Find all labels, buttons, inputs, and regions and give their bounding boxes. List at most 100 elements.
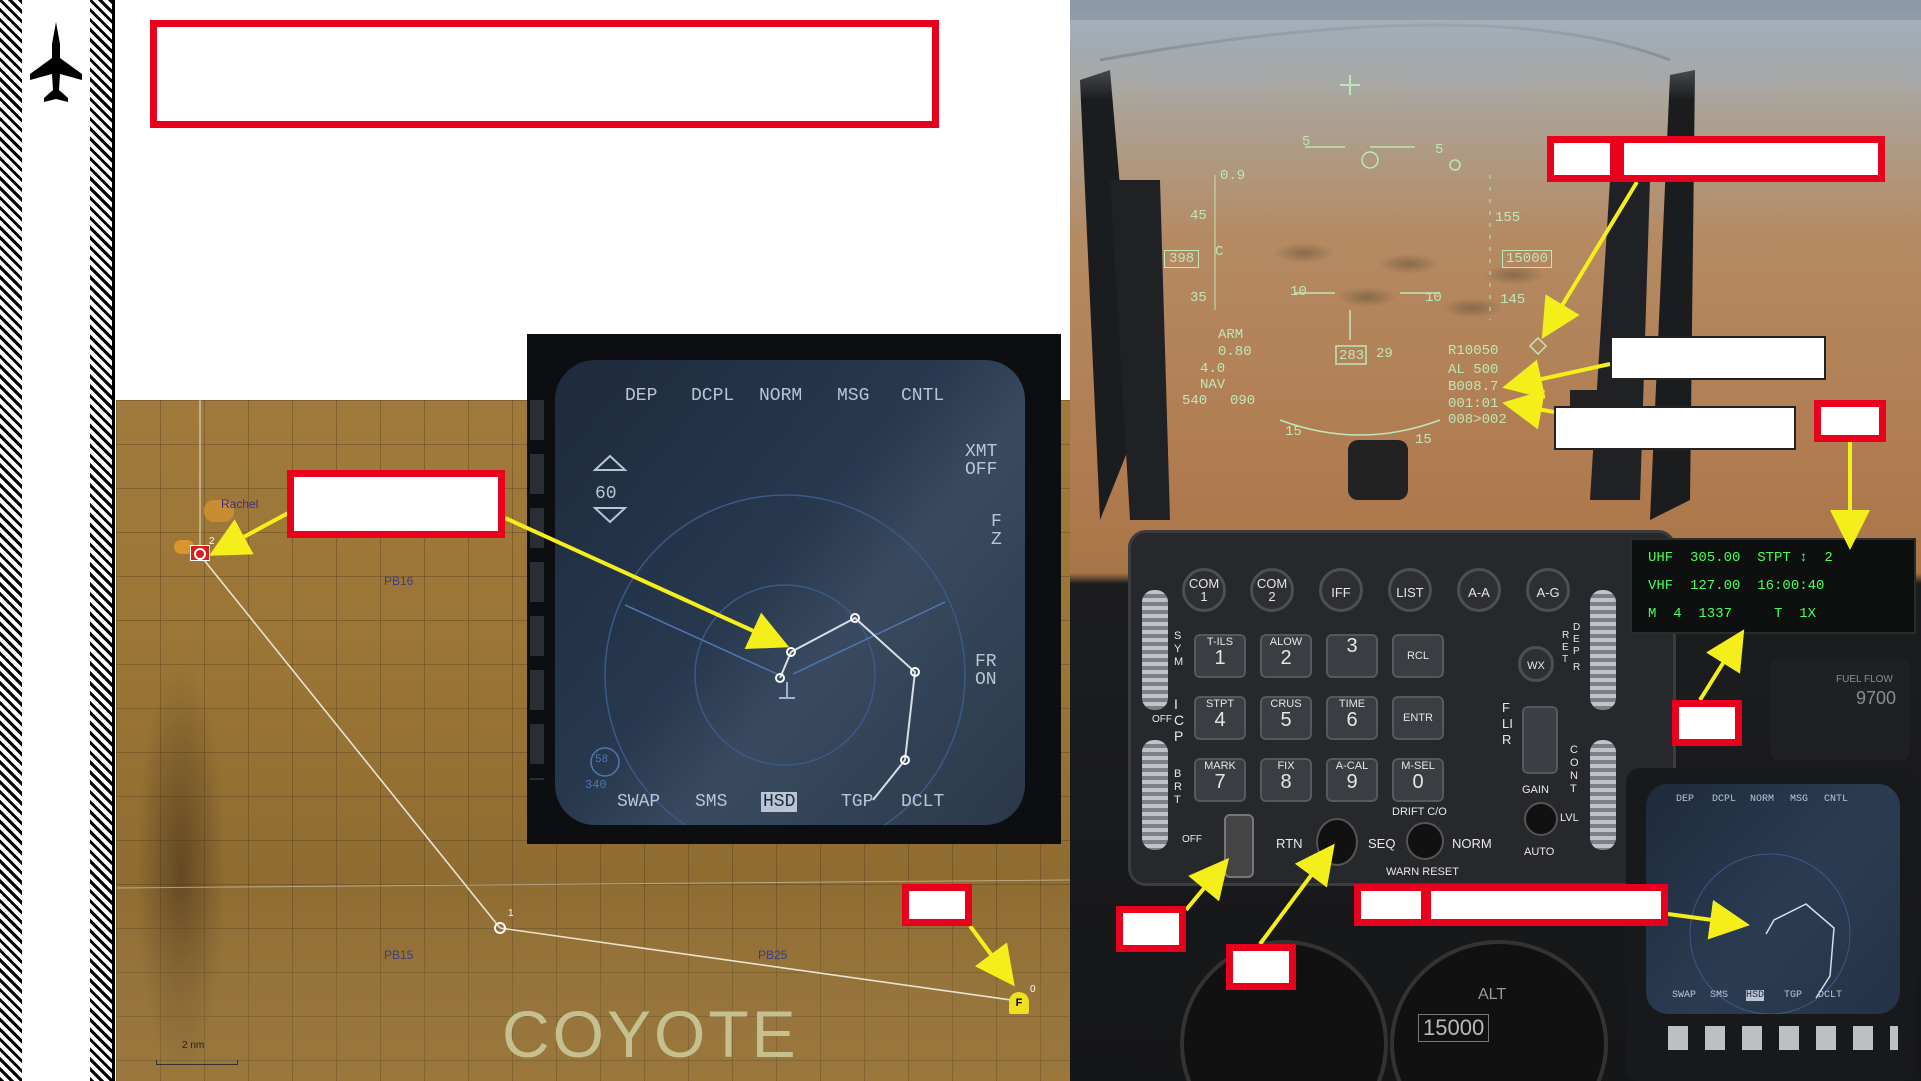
icp-btn-ag[interactable]: A-G (1526, 568, 1570, 612)
waypoint-0-letter: F (1015, 997, 1023, 1009)
hud-fifteen-right: 15 (1415, 432, 1432, 448)
icp-key-0-num: 0 (1412, 771, 1424, 793)
icp-key-2[interactable]: ALOW 2 (1260, 634, 1312, 678)
icp-key-5[interactable]: CRUS 5 (1260, 696, 1312, 740)
hud-b008: B008.7 (1448, 379, 1499, 395)
icp-label-brt: BRT (1174, 768, 1182, 806)
mini-mfd-osb-msg[interactable]: MSG (1790, 794, 1809, 805)
icp-label-auto: AUTO (1524, 846, 1555, 858)
icp-label-norm: NORM (1452, 836, 1492, 851)
mini-hsd (1689, 853, 1851, 1014)
icp-btn-com1[interactable]: COM 1 (1182, 568, 1226, 612)
mfd-osb-dcpl[interactable]: DCPL (691, 386, 735, 406)
mfd-heading-bottom: 340 (585, 778, 607, 792)
icp-left-wheel[interactable] (1142, 590, 1168, 710)
altimeter-readout: 15000 (1418, 1014, 1490, 1042)
icp-key-8[interactable]: FIX 8 (1260, 758, 1312, 802)
waypoint-2-marker[interactable] (190, 545, 210, 561)
mini-mfd-osb-cntl[interactable]: CNTL (1824, 794, 1849, 805)
title-callout-box (150, 20, 939, 128)
icp-gain-switch[interactable] (1524, 802, 1558, 836)
mfd-osb-norm[interactable]: NORM (759, 386, 803, 406)
icp-label-seq: SEQ (1368, 836, 1396, 851)
mini-mfd-osb-sms[interactable]: SMS (1710, 990, 1729, 1001)
hud-r145: 145 (1500, 292, 1526, 308)
mfd-osb-cntl[interactable]: CNTL (901, 386, 945, 406)
cockpit-view: 0.9 45 398 C 35 10 10 5 5 155 15000 145 … (1070, 0, 1921, 1081)
icp-btn-com2[interactable]: COM 2 (1250, 568, 1294, 612)
hud-al: AL 500 (1448, 362, 1499, 378)
jet-icon (30, 22, 82, 102)
hud-hdg-29: 29 (1376, 346, 1393, 362)
icp-key-3[interactable]: 3 (1326, 634, 1378, 678)
hud-g2: 4.0 (1200, 361, 1226, 377)
fuel-flow-label: FUEL FLOW (1836, 674, 1893, 685)
icp-key-1[interactable]: T-ILS 1 (1194, 634, 1246, 678)
mfd-osb-fz-f[interactable]: F (991, 512, 1002, 532)
waypoint-1-label: 1 (508, 908, 514, 919)
mfd-osb-dclt[interactable]: DCLT (901, 792, 945, 812)
icp-drift-switch[interactable] (1406, 822, 1444, 860)
ded-line-2: VHF 127.00 16:00:40 (1648, 578, 1825, 594)
mini-mfd-osb-norm[interactable]: NORM (1750, 794, 1775, 805)
map-label-rachel: Rachel (221, 497, 259, 511)
callout-hud-steerpoint-a (1547, 136, 1617, 182)
icp-key-0[interactable]: M-SEL 0 (1392, 758, 1444, 802)
icp-key-5-label: CRUS (1270, 698, 1302, 710)
mini-mfd-osb-row (1668, 1026, 1898, 1050)
icp-key-6[interactable]: TIME 6 (1326, 696, 1378, 740)
icp-btn-wx[interactable]: WX (1518, 646, 1554, 682)
icp-left-wheel-2[interactable] (1142, 740, 1168, 850)
mfd-osb-xmt[interactable]: XMT (965, 442, 998, 462)
callout-hud-info-2 (1554, 406, 1796, 450)
mfd-osb-fr-on: ON (975, 670, 997, 690)
icp-right-wheel-2[interactable] (1590, 740, 1616, 850)
callout-hud-steerpoint-b (1617, 136, 1885, 182)
mfd-osb-fr[interactable]: FR (975, 652, 997, 672)
hud-radar-alt: R10050 (1448, 343, 1499, 359)
callout-waypoint-2 (287, 470, 505, 538)
hud-altitude-box: 15000 (1502, 250, 1553, 268)
fuel-flow-gauge (1770, 660, 1910, 760)
waypoint-0-marker[interactable]: F (1009, 992, 1029, 1014)
mfd-osb-hsd[interactable]: HSD (761, 792, 798, 812)
map-ridge (136, 660, 226, 1080)
hud-airspeed-box: 398 (1164, 250, 1200, 268)
mfd-osb-swap[interactable]: SWAP (617, 792, 661, 812)
icp-key-4[interactable]: STPT 4 (1194, 696, 1246, 740)
hud-altitude: 15000 (1506, 251, 1549, 267)
ded-line-1: UHF 305.00 STPT ↕ 2 (1648, 550, 1833, 566)
flight-route (116, 400, 1070, 1002)
hud-r155: 155 (1495, 210, 1521, 226)
icp-right-wheel[interactable] (1590, 590, 1616, 710)
icp-label-icp: ICP (1174, 696, 1185, 744)
mini-mfd-osb-dep[interactable]: DEP (1676, 794, 1695, 805)
mini-mfd-osb-hsd[interactable]: HSD (1746, 990, 1765, 1001)
callout-rtn-seq (1226, 944, 1296, 990)
callout-hud-info-1 (1610, 336, 1826, 380)
icp-key-3-num: 3 (1346, 635, 1358, 657)
mfd-osb-sms[interactable]: SMS (695, 792, 728, 812)
icp-key-rcl[interactable]: RCL (1392, 634, 1444, 678)
hud-pitch-45: 45 (1190, 208, 1207, 224)
hud-pitch-09: 0.9 (1220, 168, 1246, 184)
icp-flir-rocker[interactable] (1522, 706, 1558, 774)
mini-mfd-osb-dclt[interactable]: DCLT (1818, 990, 1843, 1001)
mini-mfd-osb-tgp[interactable]: TGP (1784, 990, 1803, 1001)
icp-label-lvl: LVL (1560, 812, 1579, 824)
mini-mfd-osb-swap[interactable]: SWAP (1672, 990, 1697, 1001)
mini-mfd-osb-dcpl[interactable]: DCPL (1712, 794, 1737, 805)
icp-btn-aa[interactable]: A-A (1457, 568, 1501, 612)
icp-btn-iff[interactable]: IFF (1319, 568, 1363, 612)
mfd-osb-tgp[interactable]: TGP (841, 792, 874, 812)
icp-key-entr[interactable]: ENTR (1392, 696, 1444, 740)
mfd-osb-dep[interactable]: DEP (625, 386, 658, 406)
mfd-osb-msg[interactable]: MSG (837, 386, 870, 406)
icp-btn-list[interactable]: LIST (1388, 568, 1432, 612)
hud-symbology (1214, 75, 1548, 436)
icp-key-entr-label: ENTR (1403, 712, 1433, 724)
icp-key-9[interactable]: A-CAL 9 (1326, 758, 1378, 802)
mfd-osb-fz-z: Z (991, 530, 1002, 550)
hsd-display (590, 454, 966, 825)
icp-key-7[interactable]: MARK 7 (1194, 758, 1246, 802)
